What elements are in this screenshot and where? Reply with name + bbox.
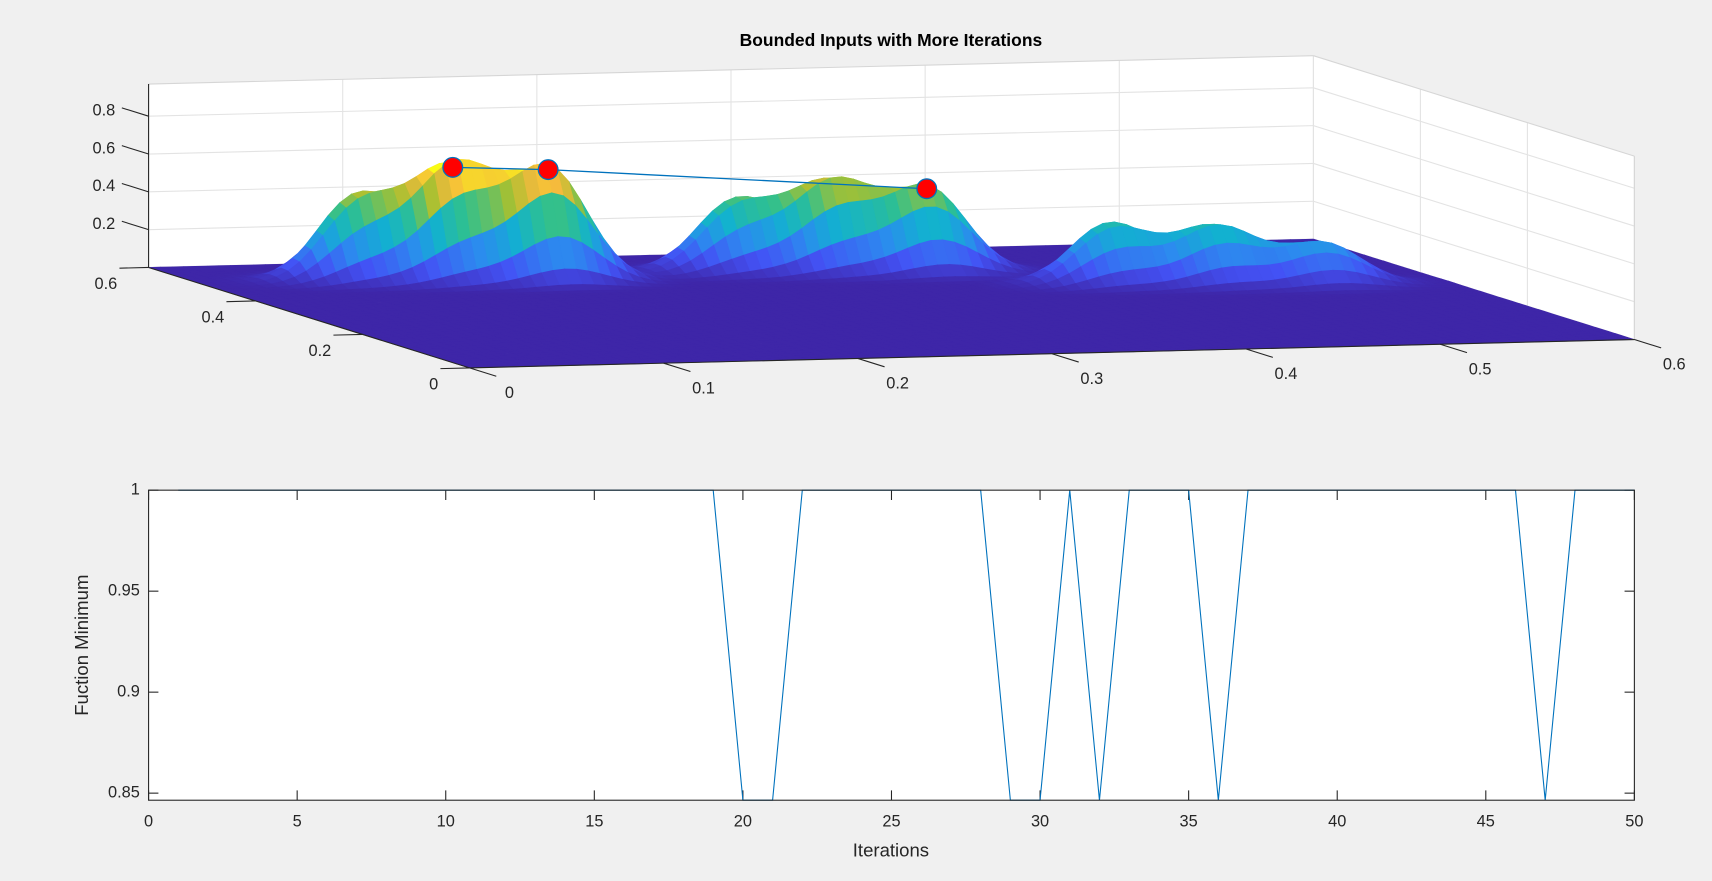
box-edge [1313, 55, 1635, 157]
box-edge [148, 55, 1314, 85]
surface [148, 158, 1635, 369]
grid-line [148, 162, 1314, 193]
grid-line [148, 87, 1314, 117]
grid-line [148, 125, 1314, 155]
grid-line [1313, 162, 1635, 265]
grid-line [1313, 125, 1635, 227]
grid-line [1313, 200, 1635, 303]
grid-line [1313, 87, 1635, 189]
